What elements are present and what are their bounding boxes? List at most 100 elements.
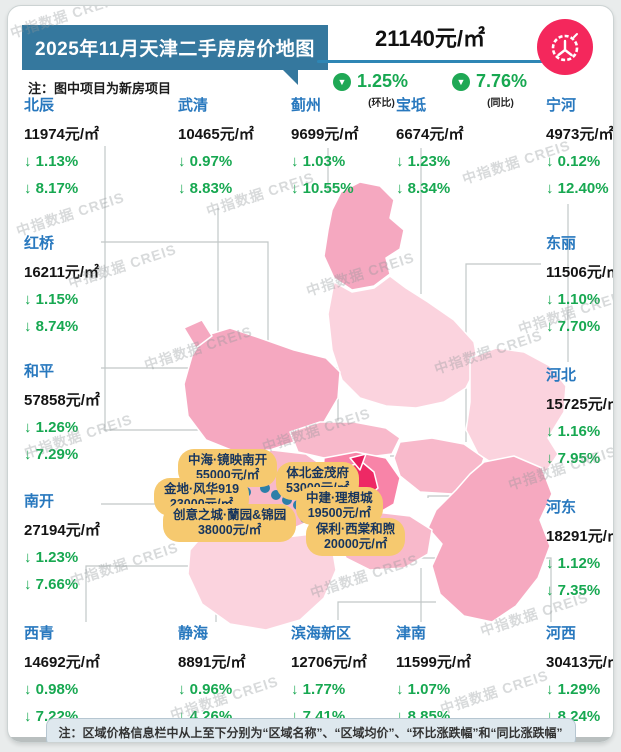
project-chuangyizhicheng-lanyuan-jinyuan: 创意之城·蘭园&锦园 38000元/㎡ (163, 504, 297, 542)
district-price: 4973元/㎡ (546, 126, 614, 143)
district-price: 18291元/㎡ (546, 528, 613, 545)
district-price: 10465元/㎡ (178, 126, 254, 143)
district-mom-change: ↓ 1.12% (546, 555, 601, 572)
city-average-price: 21140元/㎡ (374, 26, 486, 51)
district-name: 滨海新区 (291, 625, 352, 642)
project-name: 体北金茂府 (286, 466, 349, 480)
district-mom-change: ↓ 0.12% (546, 153, 601, 170)
yoy-indicator: ▼ 7.76% (同比) (451, 71, 528, 109)
map-region-wuqing-west (183, 319, 213, 349)
district-price: 30413元/㎡ (546, 654, 613, 671)
district-name: 蓟州 (291, 97, 322, 114)
district-mom-change: ↓ 1.26% (24, 419, 79, 436)
district-mom-change: ↓ 1.23% (24, 549, 79, 566)
district-jinghai: 静海 8891元/㎡ ↓ 0.96% ↓ 4.26% (178, 626, 296, 725)
project-name: 保利·西棠和煦 (316, 522, 396, 536)
district-yoy-change: ↓ 7.35% (546, 582, 601, 599)
district-price: 11599元/㎡ (396, 654, 472, 671)
page-title: 2025年11月天津二手房房价地图 (22, 25, 328, 85)
district-name: 河西 (546, 625, 577, 642)
district-baodi: 宝坻 6674元/㎡ ↓ 1.23% ↓ 8.34% (396, 98, 514, 197)
summary-divider (317, 60, 543, 63)
district-yoy-change: ↓ 8.17% (24, 180, 79, 197)
district-yoy-change: ↓ 7.66% (24, 576, 79, 593)
project-name: 中建·理想城 (306, 491, 373, 505)
district-mom-change: ↓ 0.98% (24, 681, 79, 698)
infographic-card: 2025年11月天津二手房房价地图 注：图中项目为新房项目 21140元/㎡ ▼… (7, 5, 614, 743)
district-mom-change: ↓ 1.15% (24, 291, 79, 308)
project-name: 金地·风华919 (164, 482, 240, 496)
district-yoy-change: ↓ 7.70% (546, 318, 601, 335)
district-hedong: 河东 18291元/㎡ ↓ 1.12% ↓ 7.35% (546, 500, 613, 599)
project-price: 19500元/㎡ (307, 506, 371, 520)
district-mom-change: ↓ 0.96% (178, 681, 233, 698)
district-beichen: 北辰 11974元/㎡ ↓ 1.13% ↓ 8.17% (24, 98, 142, 197)
district-hexi: 河西 30413元/㎡ ↓ 1.29% ↓ 8.24% (546, 625, 613, 725)
district-mom-change: ↓ 1.07% (396, 681, 451, 698)
district-mom-change: ↓ 1.77% (291, 681, 346, 698)
district-hebei: 河北 15725元/㎡ ↓ 1.16% ↓ 7.95% (546, 367, 613, 467)
district-name: 北辰 (24, 97, 55, 114)
city-summary: 21140元/㎡ ▼ 1.25% (环比) ▼ 7.76% (同比) (311, 21, 549, 109)
map-region-binhai (427, 455, 553, 623)
district-dongli: 东丽 11506元/㎡ ↓ 1.10% ↓ 7.70% (546, 235, 613, 335)
down-arrow-icon: ▼ (332, 72, 351, 91)
footer-legend-note: 注：区域价格信息栏中从上至下分别为“区域名称”、“区域均价”、“环比涨跌幅”和“… (45, 718, 576, 742)
district-name: 西青 (24, 625, 55, 642)
district-mom-change: ↓ 1.23% (396, 153, 451, 170)
district-yoy-change: ↓ 8.83% (178, 180, 233, 197)
title-note: 注：图中项目为新房项目 (28, 81, 172, 96)
project-price: 38000元/㎡ (197, 523, 262, 537)
district-ninghe: 宁河 4973元/㎡ ↓ 0.12% ↓ 12.40% (546, 97, 614, 197)
district-price: 16211元/㎡ (24, 264, 100, 281)
map-region-baodi (327, 275, 479, 409)
district-mom-change: ↓ 0.97% (178, 153, 233, 170)
district-name: 南开 (24, 493, 55, 510)
map-region-center-flag (349, 453, 367, 471)
project-name: 中海·镜映南开 (188, 453, 268, 467)
project-zhongjian-lixiangcheng: 中建·理想城 19500元/㎡ (296, 487, 383, 525)
district-yoy-change: ↓ 10.55% (291, 180, 354, 197)
district-jizhou: 蓟州 9699元/㎡ ↓ 1.03% ↓ 10.55% (291, 98, 409, 197)
district-name: 和平 (24, 363, 55, 380)
map-region-beichen (289, 421, 401, 459)
district-yoy-change: ↓ 12.40% (546, 180, 609, 197)
district-name: 河北 (546, 367, 577, 384)
district-nankai: 南开 27194元/㎡ ↓ 1.23% ↓ 7.66% (24, 494, 142, 593)
district-price: 6674元/㎡ (396, 126, 464, 143)
tianjin-map (85, 146, 569, 631)
district-yoy-change: ↓ 8.74% (24, 318, 79, 335)
district-price: 12706元/㎡ (291, 654, 367, 671)
district-price: 9699元/㎡ (291, 126, 359, 143)
district-name: 武清 (178, 97, 209, 114)
mom-indicator: ▼ 1.25% (环比) (332, 71, 409, 109)
project-baoli-xitang-hexu: 保利·西棠和煦 20000元/㎡ (306, 518, 406, 556)
district-name: 宁河 (546, 97, 577, 114)
project-name: 创意之城·蘭园&锦园 (173, 508, 287, 522)
district-xiqing: 西青 14692元/㎡ ↓ 0.98% ↓ 7.22% (24, 626, 142, 725)
district-mom-change: ↓ 1.03% (291, 153, 346, 170)
district-price: 15725元/㎡ (546, 396, 613, 413)
district-name: 红桥 (24, 235, 55, 252)
district-mom-change: ↓ 1.13% (24, 153, 79, 170)
mom-label: (环比) (368, 98, 395, 109)
district-name: 东丽 (546, 235, 577, 252)
map-region-jizhou (323, 181, 405, 291)
map-region-ninghe (465, 347, 567, 477)
yoy-label: (同比) (487, 98, 514, 109)
district-binhai: 滨海新区 12706元/㎡ ↓ 1.77% ↓ 7.41% (291, 626, 409, 725)
district-mom-change: ↓ 1.10% (546, 291, 601, 308)
district-heping: 和平 57858元/㎡ ↓ 1.26% ↓ 7.29% (24, 364, 142, 463)
yoy-value: 7.76% (475, 71, 528, 91)
project-price: 20000元/㎡ (323, 537, 388, 551)
district-price: 27194元/㎡ (24, 522, 100, 539)
district-price: 8891元/㎡ (178, 654, 246, 671)
cia-logo-icon (537, 19, 593, 75)
district-yoy-change: ↓ 8.34% (396, 180, 451, 197)
district-yoy-change: ↓ 7.95% (546, 450, 601, 467)
district-mom-change: ↓ 1.16% (546, 423, 601, 440)
mom-value: 1.25% (356, 71, 409, 91)
district-name: 静海 (178, 625, 209, 642)
district-mom-change: ↓ 1.29% (546, 681, 601, 698)
district-price: 11974元/㎡ (24, 126, 100, 143)
